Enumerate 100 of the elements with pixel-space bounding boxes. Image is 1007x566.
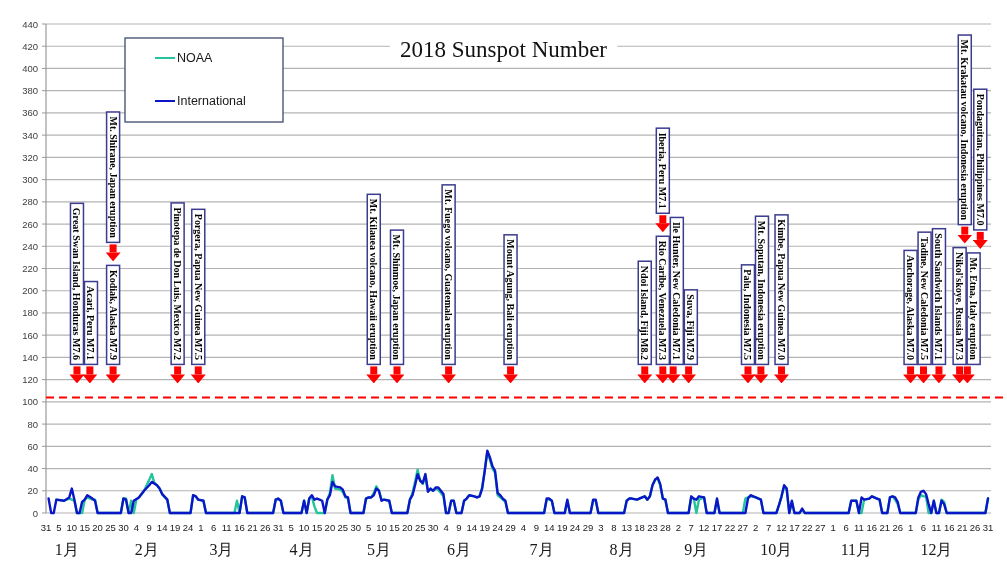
x-tick-label: 16 xyxy=(234,521,245,533)
y-tick-label: 440 xyxy=(22,18,38,30)
y-tick-label: 40 xyxy=(27,463,38,475)
x-tick-label: 20 xyxy=(92,521,103,533)
y-tick-label: 380 xyxy=(22,85,38,97)
x2-tick-label: 9月 xyxy=(684,540,709,558)
x-tick-label: 17 xyxy=(789,521,800,533)
x-tick-label: 4 xyxy=(520,521,527,533)
ref-line-label: Palu, Indonesia M7.5 xyxy=(742,269,754,360)
x-tick-label: 10 xyxy=(66,521,78,533)
x-tick-label: 5 xyxy=(56,521,62,533)
x-tick-label: 28 xyxy=(660,521,671,533)
x-tick-label: 29 xyxy=(582,521,594,533)
ref-line-label: Nikol'skoye, Russia M7.3 xyxy=(954,252,966,360)
y-tick-label: 280 xyxy=(22,196,38,208)
x-tick-label: 31 xyxy=(40,521,52,533)
x-tick-label: 6 xyxy=(920,521,927,533)
x2-tick-label: 5月 xyxy=(366,540,391,558)
ref-line-label: Kodiak, Alaska M7.9 xyxy=(107,269,119,360)
x-tick-label: 17 xyxy=(711,521,723,533)
ref-line-label: Mt. Shinmoe, Japan eruption xyxy=(391,234,403,361)
ref-line-label: Ndoi Island, Fiji M8.2 xyxy=(639,265,651,360)
x2-tick-label: 8月 xyxy=(609,540,634,558)
x2-tick-label: 7月 xyxy=(529,540,554,558)
y-tick-label: 180 xyxy=(22,307,38,319)
x-tick-label: 19 xyxy=(169,521,181,533)
ref-line-label: Pinotepa de Don Luis, Mexico M7.2 xyxy=(172,207,184,360)
y-tick-label: 420 xyxy=(22,40,38,52)
x-tick-label: 26 xyxy=(892,521,903,533)
x-tick-label: 25 xyxy=(414,521,426,533)
legend-label: NOAA xyxy=(177,51,214,65)
x2-tick-label: 1月 xyxy=(54,540,79,558)
ref-line-label: Mount Agung, Bali eruption xyxy=(505,239,517,361)
x-tick-label: 6 xyxy=(211,521,217,533)
y-tick-label: 160 xyxy=(22,329,38,341)
x-tick-label: 19 xyxy=(556,521,568,533)
x2-tick-label: 12月 xyxy=(920,540,953,558)
x-tick-label: 14 xyxy=(543,521,555,533)
y-tick-label: 320 xyxy=(22,151,38,163)
x2-tick-label: 3月 xyxy=(209,540,234,558)
x-tick-label: 1 xyxy=(198,521,204,533)
x-tick-label: 29 xyxy=(505,521,516,533)
x-tick-label: 1 xyxy=(907,521,914,533)
y-tick-label: 260 xyxy=(22,218,38,230)
y-tick-label: 100 xyxy=(22,396,38,408)
x-tick-label: 25 xyxy=(337,521,349,533)
ref-line-label: Mt. Fuego volcano, Guatemala eruption xyxy=(443,189,455,361)
x-tick-label: 4 xyxy=(133,521,139,533)
x-tick-label: 13 xyxy=(621,521,632,533)
x-tick-label: 11 xyxy=(854,521,864,533)
x-tick-label: 20 xyxy=(402,521,413,533)
ref-line-label: Mt. Etna, Italy eruption xyxy=(968,257,980,361)
ref-line-label: Mt. Kilauea volcano, Hawaii eruption xyxy=(368,198,380,361)
x-tick-label: 4 xyxy=(443,521,449,533)
x-tick-label: 23 xyxy=(647,521,658,533)
x-tick-label: 10 xyxy=(298,521,310,533)
x-tick-label: 21 xyxy=(879,521,891,533)
x-tick-label: 15 xyxy=(79,521,90,533)
x-tick-label: 24 xyxy=(569,521,581,533)
legend-label: International xyxy=(177,94,246,108)
ref-line-label: South Sandwich Islands M7.1 xyxy=(933,233,945,360)
x-tick-label: 16 xyxy=(866,521,878,533)
x-tick-label: 10 xyxy=(376,521,387,533)
ref-line-label: Great Swan Island, Honduras M7.6 xyxy=(71,207,83,360)
x-tick-label: 26 xyxy=(260,521,271,533)
x-tick-label: 12 xyxy=(776,521,787,533)
x-tick-label: 14 xyxy=(466,521,478,533)
ref-line-label: Porgera, Papua New Guinea M7.5 xyxy=(192,213,204,360)
x-tick-label: 19 xyxy=(479,521,491,533)
x-tick-label: 26 xyxy=(969,521,981,533)
ref-line-label: Acari, Peru M7.1 xyxy=(85,286,97,360)
y-tick-label: 140 xyxy=(22,351,38,363)
x2-tick-label: 10月 xyxy=(760,540,793,558)
x-tick-label: 9 xyxy=(146,521,152,533)
ref-line-label: Mt. Shirane, Japan eruption xyxy=(107,116,119,239)
x-tick-label: 11 xyxy=(221,521,232,533)
x-tick-label: 5 xyxy=(288,521,294,533)
x2-tick-label: 11月 xyxy=(840,540,873,558)
ref-line-label: Iberia, Peru M7.1 xyxy=(657,132,669,209)
x-tick-label: 18 xyxy=(634,521,645,533)
x-tick-label: 14 xyxy=(156,521,168,533)
x-tick-label: 9 xyxy=(456,521,462,533)
x-tick-label: 7 xyxy=(688,521,694,533)
y-tick-label: 20 xyxy=(27,485,38,497)
x-tick-label: 7 xyxy=(765,521,772,533)
x-tick-label: 30 xyxy=(427,521,439,533)
x-tick-label: 9 xyxy=(533,521,539,533)
x-tick-label: 8 xyxy=(611,521,617,533)
x-tick-label: 5 xyxy=(365,521,372,533)
x-tick-label: 2 xyxy=(753,521,759,533)
x-tick-label: 27 xyxy=(737,521,749,533)
x-tick-label: 1 xyxy=(830,521,836,533)
x-tick-label: 3 xyxy=(598,521,604,533)
ref-line-label: Ile Hunter, New Caledonia M7.1 xyxy=(671,221,683,360)
x2-tick-label: 6月 xyxy=(446,540,471,558)
x-tick-label: 2 xyxy=(675,521,681,533)
x-tick-label: 22 xyxy=(802,521,813,533)
x-tick-label: 16 xyxy=(944,521,955,533)
y-tick-label: 340 xyxy=(22,129,38,141)
ref-line-label: Kimbe, Papua New Guinea M7.0 xyxy=(776,219,788,360)
